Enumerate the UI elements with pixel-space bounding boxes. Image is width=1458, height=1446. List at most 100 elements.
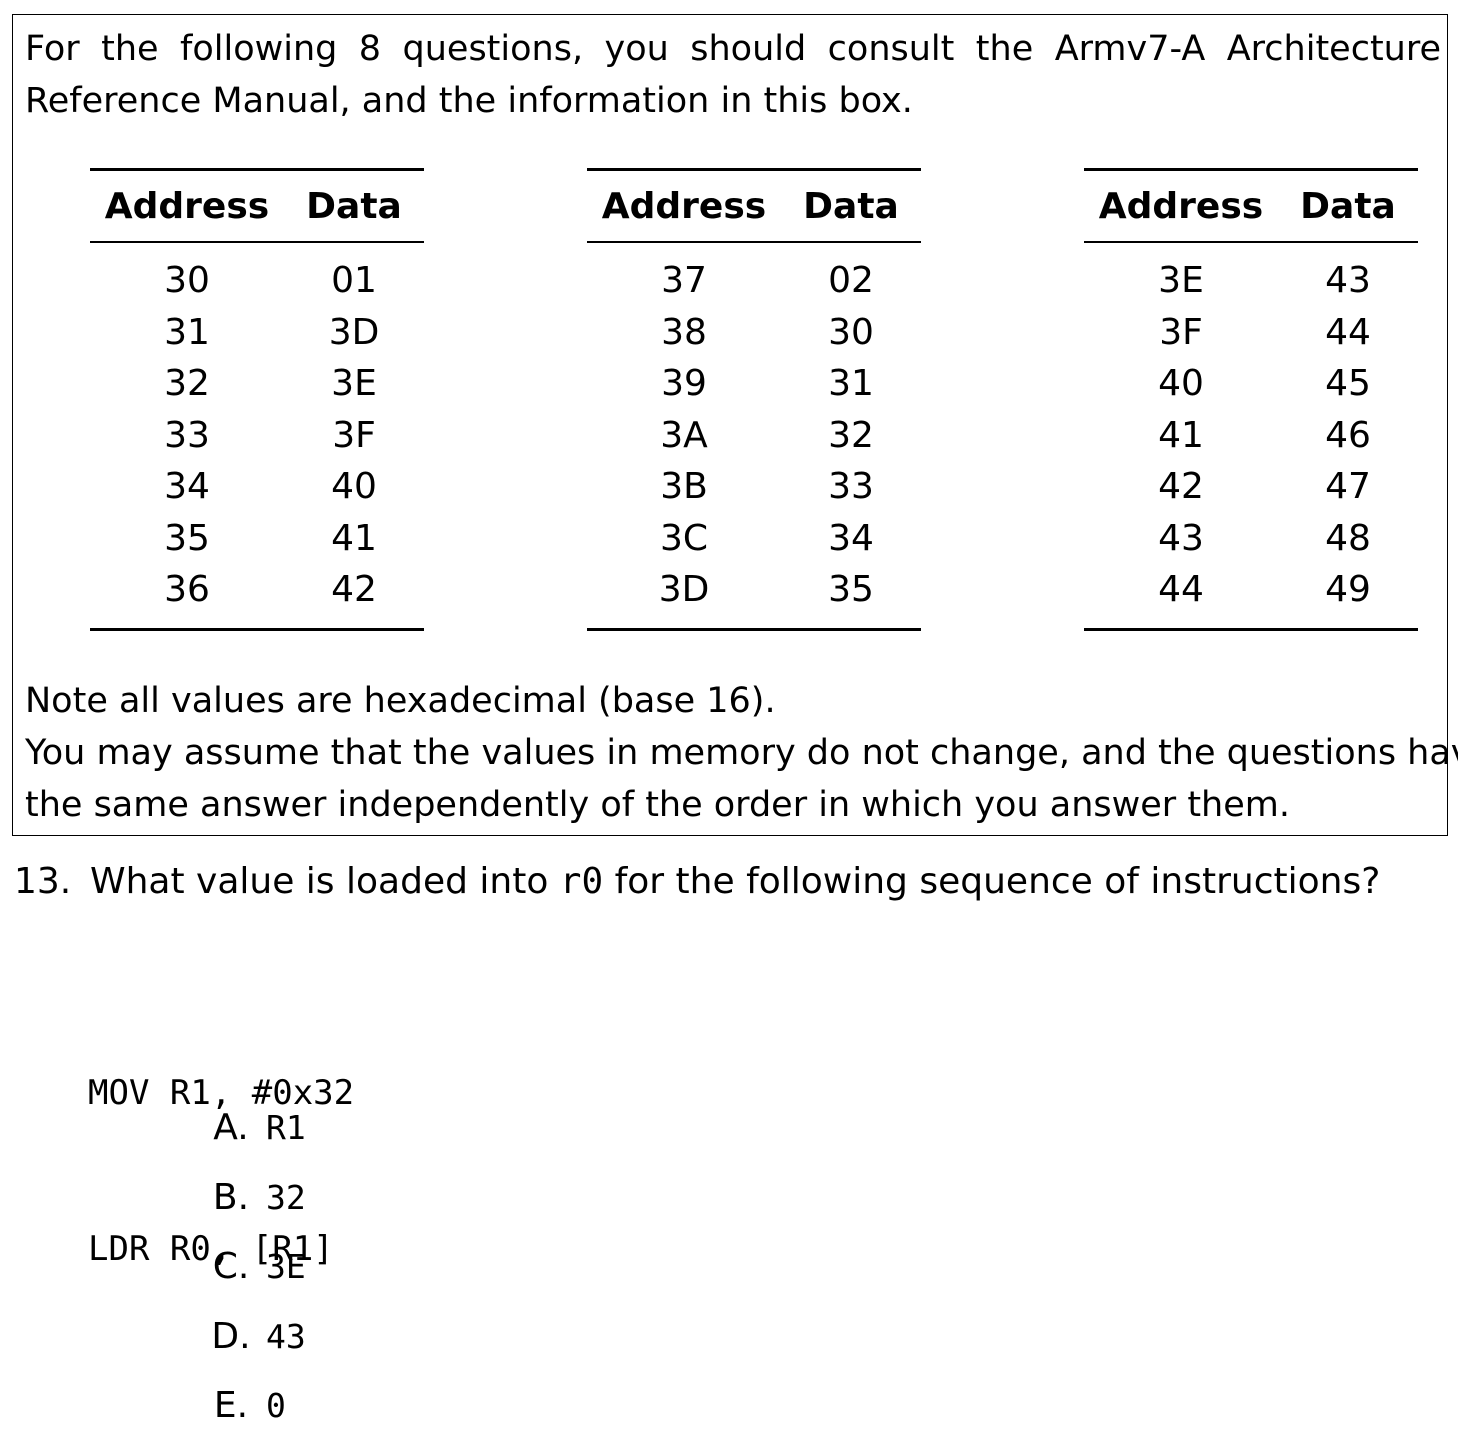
address-cell: 41 [1158,414,1204,456]
option-letter: A. [213,1107,249,1148]
data-cell: 49 [1325,569,1371,611]
notes: Note all values are hexadecimal (base 16… [25,675,1458,831]
note-line: the same answer independently of the ord… [25,785,1290,825]
address-cell: 33 [164,414,210,456]
data-cell: 3E [331,363,377,405]
data-cell: 3F [332,414,376,456]
option-value: 43 [266,1316,306,1356]
table-row: 3D 35 [587,564,921,629]
address-cell: 32 [164,363,210,405]
table-row: 32 3E [90,358,424,410]
data-cell: 43 [1325,260,1371,302]
address-cell: 42 [1158,466,1204,508]
address-cell: 3F [1159,311,1203,353]
note-line: You may assume that the values in memory… [25,733,1458,773]
address-header: Address [1084,168,1278,243]
intro-text: For the following 8 questions, you shoul… [25,29,1441,121]
address-cell: 44 [1158,569,1204,611]
code-line: LDR R0, [R1] [88,1229,334,1269]
table-row: 39 31 [587,358,921,410]
question-text-before: What value is loaded into [90,861,560,902]
data-cell: 47 [1325,466,1371,508]
data-header: Data [781,168,921,243]
data-cell: 3D [328,311,380,353]
option-value: 0 [266,1386,286,1425]
data-cell: 34 [828,517,874,559]
note-line: Note all values are hexadecimal (base 16… [25,681,776,721]
table-row: 37 02 [587,242,921,307]
data-cell: 40 [331,466,377,508]
address-cell: 35 [164,517,210,559]
table-row: 3A 32 [587,410,921,462]
data-cell: 30 [828,311,874,353]
data-cell: 32 [828,414,874,456]
option-letter: E. [213,1385,249,1426]
info-box: For the following 8 questions, you shoul… [12,14,1458,836]
address-cell: 37 [661,260,707,302]
data-cell: 46 [1325,414,1371,456]
option-value: 32 [266,1177,306,1217]
address-cell: 31 [164,311,210,353]
table-row: 3E 43 [1084,242,1418,307]
option-d[interactable]: D. 43 [196,1307,306,1377]
table-row: 41 46 [1084,410,1418,462]
address-cell: 43 [1158,517,1204,559]
option-value: R1 [266,1108,306,1147]
data-header: Data [284,168,424,243]
data-cell: 01 [331,260,377,302]
address-cell: 3A [660,414,708,456]
address-cell: 36 [164,569,210,611]
table-row: 3B 33 [587,461,921,513]
option-e[interactable]: E. 0 [196,1376,306,1446]
address-header: Address [587,168,781,243]
data-cell: 02 [828,260,874,302]
table-row: 33 3F [90,410,424,462]
data-header: Data [1278,168,1418,243]
question-prompt: 13. What value is loaded into r0 for the … [14,856,1380,908]
table-row: 42 47 [1084,461,1418,513]
table-row: 44 49 [1084,564,1418,629]
memory-table-2: Address Data 37 02 38 30 39 31 3A 32 3B 33 3C… [587,168,921,631]
address-cell: 3B [660,466,708,508]
code-line: MOV R1, #0x32 [88,1073,355,1113]
data-cell: 42 [331,569,377,611]
data-cell: 44 [1325,311,1371,353]
data-cell: 31 [828,363,874,405]
memory-table-1: Address Data 30 01 31 3D 32 3E 33 3F 34 40 35… [90,168,424,631]
table-row: 43 48 [1084,513,1418,565]
table-row: 36 42 [90,564,424,629]
option-value: 3E [266,1247,306,1286]
question-text-after: for the following sequence of instructio… [603,861,1381,902]
option-b[interactable]: B. 32 [196,1168,306,1238]
address-header: Address [90,168,284,243]
question-number: 13. [14,861,72,902]
memory-table-3: Address Data 3E 43 3F 44 40 45 41 46 42 47 43… [1084,168,1418,631]
data-cell: 45 [1325,363,1371,405]
address-cell: 3D [658,569,710,611]
address-cell: 40 [1158,363,1204,405]
data-cell: 35 [828,569,874,611]
table-row: 3F 44 [1084,307,1418,359]
address-cell: 3E [1158,260,1204,302]
address-cell: 34 [164,466,210,508]
address-cell: 38 [661,311,707,353]
option-letter: D. [211,1315,251,1357]
option-letter: B. [212,1176,250,1218]
data-cell: 33 [828,466,874,508]
answer-options: A. R1 B. 32 C. 3E D. 43 E. 0 [196,1098,306,1446]
table-row: 3C 34 [587,513,921,565]
table-row: 34 40 [90,461,424,513]
register-name: r0 [559,861,604,902]
address-cell: 39 [661,363,707,405]
table-row: 38 30 [587,307,921,359]
option-letter: C. [212,1246,250,1287]
data-cell: 41 [331,517,377,559]
table-row: 40 45 [1084,358,1418,410]
table-row: 30 01 [90,242,424,307]
table-row: 35 41 [90,513,424,565]
address-cell: 30 [164,260,210,302]
option-c[interactable]: C. 3E [196,1237,306,1307]
table-row: 31 3D [90,307,424,359]
address-cell: 3C [659,517,709,559]
option-a[interactable]: A. R1 [196,1098,306,1168]
